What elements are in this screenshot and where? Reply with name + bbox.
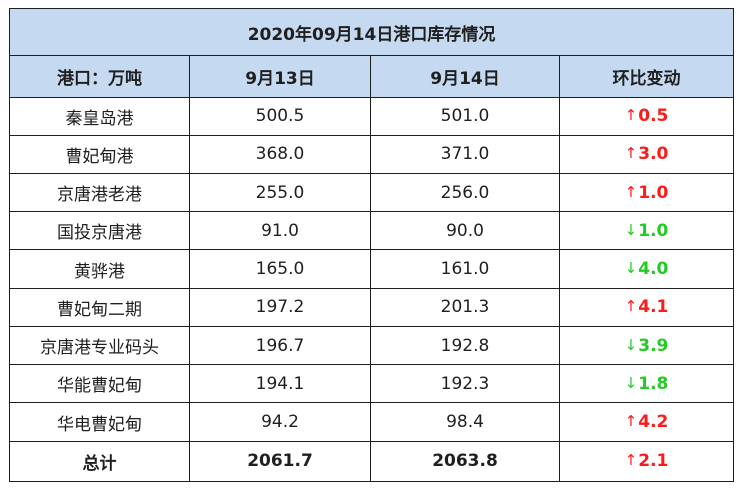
down-arrow-icon: ↓ xyxy=(624,335,638,354)
change-cell: ↓4.0 xyxy=(558,249,735,289)
port-name: 华能曹妃甸 xyxy=(9,364,190,404)
port-name: 京唐港专业码头 xyxy=(9,325,190,366)
value-sep13: 196.7 xyxy=(189,325,371,366)
value-sep14: 501.0 xyxy=(370,96,560,136)
up-arrow-icon: ↑ xyxy=(624,144,638,163)
up-arrow-icon: ↑ xyxy=(624,451,638,470)
value-sep14: 192.8 xyxy=(370,325,560,366)
table-row: 黄骅港 165.0 161.0 ↓4.0 xyxy=(9,249,735,289)
down-arrow-icon: ↓ xyxy=(624,259,638,278)
value-sep13: 255.0 xyxy=(189,173,371,213)
value-sep13: 197.2 xyxy=(189,287,371,327)
value-sep14: 192.3 xyxy=(370,364,560,404)
value-sep14: 161.0 xyxy=(370,249,560,289)
total-label: 总计 xyxy=(9,440,190,483)
table-row: 华能曹妃甸 194.1 192.3 ↓1.8 xyxy=(9,364,735,404)
port-name: 国投京唐港 xyxy=(9,211,190,251)
change-value: ↑4.2 xyxy=(625,412,669,432)
title-row: 2020年09月14日港口库存情况 xyxy=(8,7,735,57)
change-value: ↓3.9 xyxy=(625,336,669,356)
change-value: ↓1.0 xyxy=(625,221,669,241)
table-title: 2020年09月14日港口库存情况 xyxy=(8,7,735,57)
table-row: 国投京唐港 91.0 90.0 ↓1.0 xyxy=(9,211,735,251)
value-sep13: 500.5 xyxy=(189,96,371,136)
port-name: 黄骅港 xyxy=(9,249,190,289)
total-change-value: 2.1 xyxy=(638,451,669,472)
change-cell: ↑4.2 xyxy=(558,402,735,442)
table-row: 京唐港老港 255.0 256.0 ↑1.0 xyxy=(9,173,735,213)
change-cell: ↑3.0 xyxy=(558,134,735,175)
total-change-cell: ↑2.1 xyxy=(558,440,735,483)
change-cell: ↑4.1 xyxy=(558,287,735,327)
down-arrow-icon: ↓ xyxy=(624,373,638,392)
change-cell: ↓1.0 xyxy=(558,211,735,251)
change-value: ↓4.0 xyxy=(625,259,669,279)
table-row: 曹妃甸二期 197.2 201.3 ↑4.1 xyxy=(9,287,735,327)
down-arrow-icon: ↓ xyxy=(624,220,638,239)
port-name: 曹妃甸二期 xyxy=(9,287,190,327)
change-cell: ↓3.9 xyxy=(558,325,735,366)
change-value: ↑4.1 xyxy=(625,297,669,317)
header-port: 港口：万吨 xyxy=(9,55,190,98)
total-sep13: 2061.7 xyxy=(189,440,371,483)
header-sep14: 9月14日 xyxy=(370,55,560,98)
header-sep13: 9月13日 xyxy=(189,55,371,98)
up-arrow-icon: ↑ xyxy=(624,106,638,125)
value-sep14: 90.0 xyxy=(370,211,560,251)
change-number: 0.5 xyxy=(638,106,669,127)
up-arrow-icon: ↑ xyxy=(624,412,638,431)
header-row: 港口：万吨 9月13日 9月14日 环比变动 xyxy=(9,55,735,98)
value-sep14: 256.0 xyxy=(370,173,560,213)
value-sep13: 91.0 xyxy=(189,211,371,251)
change-number: 4.1 xyxy=(638,297,669,318)
up-arrow-icon: ↑ xyxy=(624,182,638,201)
header-change: 环比变动 xyxy=(558,55,735,98)
change-cell: ↓1.8 xyxy=(558,364,735,404)
value-sep14: 201.3 xyxy=(370,287,560,327)
change-number: 3.9 xyxy=(638,335,669,356)
change-number: 1.8 xyxy=(638,373,669,394)
total-change: ↑2.1 xyxy=(625,451,669,471)
change-number: 4.0 xyxy=(638,259,669,280)
total-sep14: 2063.8 xyxy=(370,440,560,483)
total-row: 总计 2061.7 2063.8 ↑2.1 xyxy=(9,440,735,483)
table-row: 华电曹妃甸 94.2 98.4 ↑4.2 xyxy=(9,402,735,442)
table-row: 京唐港专业码头 196.7 192.8 ↓3.9 xyxy=(9,325,735,366)
value-sep13: 368.0 xyxy=(189,134,371,175)
value-sep13: 94.2 xyxy=(189,402,371,442)
change-cell: ↑0.5 xyxy=(558,96,735,136)
change-value: ↑0.5 xyxy=(625,106,669,126)
value-sep14: 371.0 xyxy=(370,134,560,175)
port-name: 京唐港老港 xyxy=(9,173,190,213)
change-value: ↓1.8 xyxy=(625,374,669,394)
port-inventory-table: 2020年09月14日港口库存情况 港口：万吨 9月13日 9月14日 环比变动… xyxy=(8,7,735,483)
change-value: ↑3.0 xyxy=(625,144,669,164)
table-row: 曹妃甸港 368.0 371.0 ↑3.0 xyxy=(9,134,735,175)
value-sep13: 165.0 xyxy=(189,249,371,289)
change-number: 1.0 xyxy=(638,220,669,241)
change-number: 1.0 xyxy=(638,182,669,203)
value-sep13: 194.1 xyxy=(189,364,371,404)
change-number: 3.0 xyxy=(638,144,669,165)
port-name: 华电曹妃甸 xyxy=(9,402,190,442)
value-sep14: 98.4 xyxy=(370,402,560,442)
port-name: 曹妃甸港 xyxy=(9,134,190,175)
change-value: ↑1.0 xyxy=(625,183,669,203)
table-row: 秦皇岛港 500.5 501.0 ↑0.5 xyxy=(9,96,735,136)
change-cell: ↑1.0 xyxy=(558,173,735,213)
port-name: 秦皇岛港 xyxy=(9,96,190,136)
change-number: 4.2 xyxy=(638,412,669,433)
up-arrow-icon: ↑ xyxy=(624,297,638,316)
